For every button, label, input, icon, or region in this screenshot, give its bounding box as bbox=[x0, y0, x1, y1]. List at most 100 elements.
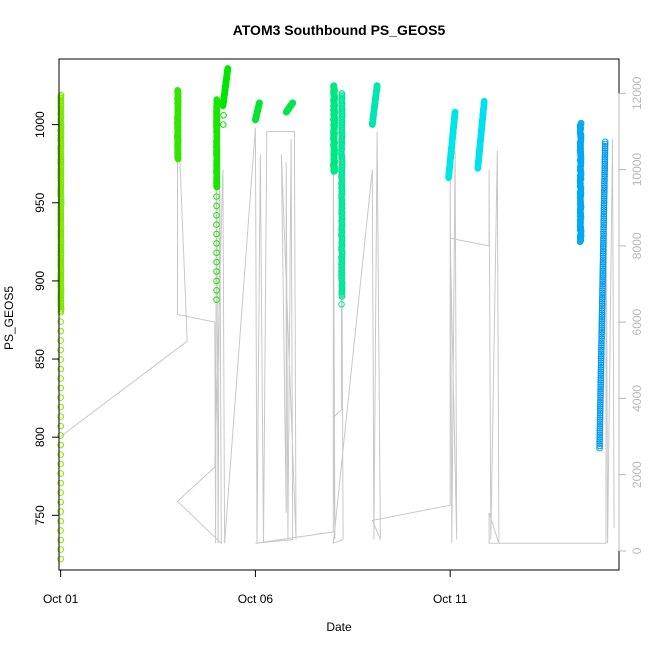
data-point bbox=[596, 425, 604, 432]
chart-title: ATOM3 Southbound PS_GEOS5 bbox=[233, 22, 446, 38]
data-point bbox=[600, 193, 608, 200]
data-point bbox=[598, 324, 606, 332]
data-point bbox=[598, 335, 605, 343]
data-point bbox=[598, 326, 606, 334]
data-point bbox=[596, 427, 604, 434]
data-point bbox=[600, 223, 607, 231]
data-point bbox=[57, 546, 65, 553]
data-point bbox=[601, 186, 608, 194]
data-point bbox=[600, 219, 608, 227]
data-point bbox=[599, 291, 606, 299]
point-group bbox=[596, 138, 609, 452]
data-point bbox=[57, 422, 65, 430]
data-point bbox=[213, 221, 220, 228]
point-group bbox=[252, 99, 263, 124]
data-point bbox=[596, 418, 604, 426]
point-group bbox=[445, 108, 459, 182]
data-point bbox=[596, 438, 603, 445]
y-right-tick-label: 4000 bbox=[630, 385, 644, 412]
data-point bbox=[256, 99, 263, 107]
data-point bbox=[599, 269, 607, 277]
data-point bbox=[213, 240, 220, 247]
data-point bbox=[598, 348, 605, 356]
data-point bbox=[600, 239, 607, 246]
data-point bbox=[289, 99, 297, 107]
data-point bbox=[57, 91, 65, 99]
data-point bbox=[599, 250, 607, 257]
data-point bbox=[57, 356, 65, 363]
y-right-tick-label: 0 bbox=[630, 547, 644, 554]
data-point bbox=[596, 440, 603, 448]
data-point bbox=[598, 311, 606, 319]
data-point bbox=[598, 298, 606, 305]
x-axis: Oct 01 Oct 06 Oct 11 bbox=[43, 569, 468, 606]
point-group bbox=[576, 119, 585, 246]
data-point bbox=[600, 208, 608, 216]
data-point bbox=[596, 429, 604, 437]
data-point bbox=[600, 243, 607, 251]
data-point bbox=[601, 173, 608, 181]
x-tick-label: Oct 06 bbox=[238, 592, 274, 606]
data-point bbox=[57, 489, 65, 496]
data-point bbox=[599, 272, 607, 279]
data-point bbox=[601, 149, 609, 157]
data-point bbox=[224, 65, 232, 72]
data-point bbox=[600, 234, 607, 242]
data-point bbox=[601, 153, 609, 161]
data-point bbox=[57, 318, 65, 326]
data-point bbox=[596, 422, 604, 430]
data-point bbox=[601, 182, 608, 189]
data-point bbox=[213, 287, 220, 294]
y-left-tick-label: 900 bbox=[33, 271, 47, 291]
data-point bbox=[600, 202, 608, 209]
data-point bbox=[597, 401, 604, 408]
data-point bbox=[601, 142, 609, 150]
data-point bbox=[597, 355, 605, 362]
point-series bbox=[57, 65, 609, 563]
data-point bbox=[57, 441, 65, 449]
x-axis-label: Date bbox=[326, 620, 352, 634]
y-right-tick-label: 6000 bbox=[630, 308, 644, 335]
y-right-tick-label: 12000 bbox=[630, 76, 644, 110]
point-group bbox=[369, 82, 381, 128]
data-point bbox=[600, 199, 608, 207]
data-point bbox=[597, 377, 605, 384]
y-right-tick-label: 2000 bbox=[630, 461, 644, 488]
data-point bbox=[601, 140, 609, 148]
data-point bbox=[599, 274, 607, 281]
data-point bbox=[601, 145, 609, 152]
data-point bbox=[599, 267, 607, 275]
data-point bbox=[600, 221, 608, 229]
y-left-tick-label: 800 bbox=[33, 427, 47, 447]
data-point bbox=[57, 555, 64, 563]
data-point bbox=[598, 313, 606, 321]
data-point bbox=[598, 317, 606, 325]
data-point bbox=[601, 177, 608, 185]
data-point bbox=[596, 442, 603, 450]
data-point bbox=[601, 162, 609, 170]
data-point bbox=[601, 164, 609, 172]
data-point bbox=[597, 370, 605, 378]
data-point bbox=[597, 392, 604, 399]
data-point bbox=[596, 407, 604, 415]
data-point bbox=[598, 350, 605, 358]
data-point bbox=[600, 204, 608, 211]
data-point bbox=[57, 346, 64, 354]
data-point bbox=[601, 138, 609, 146]
data-point bbox=[599, 296, 606, 303]
data-point bbox=[598, 333, 605, 340]
data-point bbox=[57, 508, 65, 515]
data-point bbox=[213, 193, 220, 200]
data-point bbox=[600, 241, 607, 248]
data-point bbox=[597, 374, 605, 382]
data-point bbox=[598, 342, 605, 349]
y-axis-right: 0 2000 4000 6000 8000 10000 12000 bbox=[618, 76, 644, 554]
data-point bbox=[600, 232, 607, 240]
data-point bbox=[213, 277, 220, 285]
data-point bbox=[599, 261, 607, 268]
data-point bbox=[57, 517, 65, 525]
point-group bbox=[213, 96, 221, 304]
y-right-tick-label: 8000 bbox=[630, 232, 644, 259]
